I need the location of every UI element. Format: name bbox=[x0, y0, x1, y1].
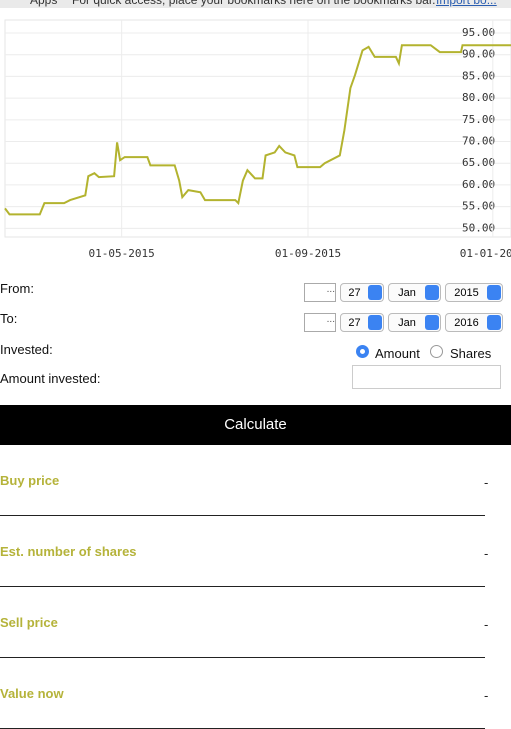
result-value: - bbox=[484, 617, 489, 632]
chart: 50.00 55.00 60.00 65.00 70.00 75.00 80.00 85.00… bbox=[4, 19, 511, 260]
year: 2015 bbox=[454, 287, 479, 299]
year: 2016 bbox=[454, 317, 479, 329]
chevron bbox=[425, 315, 439, 330]
y-tick-label: 95.00 bbox=[462, 26, 495, 39]
result-value: - bbox=[484, 475, 489, 490]
radio-shares[interactable] bbox=[430, 345, 443, 358]
date-icon[interactable]: ... bbox=[304, 283, 336, 302]
result-value: - bbox=[484, 546, 489, 561]
result-label: Sell price bbox=[0, 615, 58, 630]
amount-input[interactable] bbox=[352, 365, 501, 389]
plot-area bbox=[4, 19, 511, 238]
x-tick-label: 01-01-2016 bbox=[460, 247, 511, 260]
divider bbox=[0, 586, 485, 587]
bookmarks-bar: Apps For quick access, place your bookma… bbox=[0, 0, 511, 8]
from-label: From: bbox=[0, 281, 34, 296]
day-select[interactable]: 27 bbox=[340, 283, 384, 302]
result-label: Est. number of shares bbox=[0, 544, 137, 559]
invested-label: Invested: bbox=[0, 342, 53, 357]
chevron bbox=[368, 315, 382, 330]
option-shares: Shares bbox=[450, 346, 492, 361]
y-tick-label: 70.00 bbox=[462, 135, 495, 148]
month-select[interactable]: Jan bbox=[388, 283, 441, 302]
x-tick-label: 01-05-2015 bbox=[89, 247, 155, 260]
y-tick-label: 80.00 bbox=[462, 91, 495, 104]
year-select[interactable]: 2015 bbox=[445, 283, 503, 302]
month: Jan bbox=[398, 287, 416, 299]
result-label: Value now bbox=[0, 686, 64, 701]
day: 27 bbox=[348, 317, 361, 329]
divider bbox=[0, 515, 485, 516]
price-line bbox=[4, 44, 511, 216]
date-icon[interactable]: ... bbox=[304, 313, 336, 332]
apps-link[interactable]: Apps bbox=[30, 0, 58, 7]
to-label: To: bbox=[0, 311, 18, 326]
chevron bbox=[368, 285, 382, 300]
y-tick-label: 75.00 bbox=[462, 113, 495, 126]
option-amount: Amount bbox=[375, 346, 420, 361]
y-tick-label: 50.00 bbox=[462, 221, 495, 234]
y-tick-label: 65.00 bbox=[462, 156, 495, 169]
chevron bbox=[487, 285, 501, 300]
month: Jan bbox=[398, 317, 416, 329]
day: 27 bbox=[348, 287, 361, 299]
bookmarks-message: For quick access, place your bookmarks h… bbox=[72, 0, 436, 7]
x-tick-label: 01-09-2015 bbox=[275, 247, 341, 260]
year-select[interactable]: 2016 bbox=[445, 313, 503, 332]
chevron bbox=[487, 315, 501, 330]
y-tick-label: 85.00 bbox=[462, 69, 495, 82]
chevron bbox=[425, 285, 439, 300]
y-tick-label: 55.00 bbox=[462, 200, 495, 213]
month-select[interactable]: Jan bbox=[388, 313, 441, 332]
result-label: Buy price bbox=[0, 473, 60, 488]
radio-amount[interactable] bbox=[356, 345, 369, 358]
result-value: - bbox=[484, 688, 489, 703]
day-select[interactable]: 27 bbox=[340, 313, 384, 332]
calculate-button[interactable]: Calculate bbox=[0, 405, 511, 445]
divider bbox=[0, 657, 485, 658]
y-tick-label: 90.00 bbox=[462, 48, 495, 61]
amount-label: Amount invested: bbox=[0, 371, 101, 386]
import-link[interactable]: Import bo... bbox=[436, 0, 497, 7]
y-tick-label: 60.00 bbox=[462, 178, 495, 191]
